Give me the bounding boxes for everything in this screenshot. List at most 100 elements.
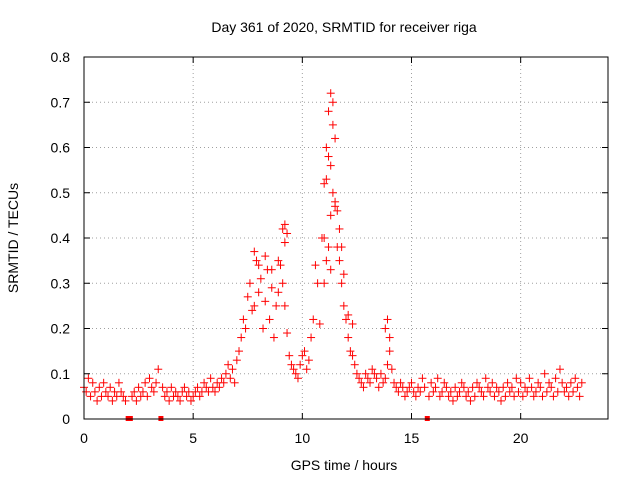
data-point [147,383,156,392]
data-point [575,392,584,401]
x-tick-label: 10 [295,430,311,446]
data-point [278,224,287,233]
data-point [250,247,259,256]
data-point [448,396,457,405]
y-tick-label: 0.4 [51,230,71,246]
data-point [433,374,442,383]
data-point [274,256,283,265]
data-point [453,392,462,401]
y-tick-label: 0.8 [51,49,71,65]
data-point [88,378,97,387]
y-tick-label: 0.2 [51,321,71,337]
data-point [444,392,453,401]
data-point [320,234,329,242]
y-tick-label: 0.5 [51,185,71,201]
data-point [457,378,466,387]
data-point [165,396,174,405]
data-point [114,378,123,387]
data-point [499,383,508,392]
data-point [352,369,361,378]
data-point [512,374,521,383]
data-point [217,374,226,383]
data-point [328,98,337,107]
data-point [366,378,375,387]
data-point [245,279,254,288]
data-point [387,365,396,374]
data-point [418,374,427,383]
data-point [385,347,394,356]
data-point [394,387,403,396]
data-point [479,392,488,401]
data-point [320,279,329,288]
data-point [477,387,486,396]
data-point [130,387,139,396]
data-point [534,378,543,387]
data-point [383,315,392,324]
data-point [396,378,405,387]
data-point [160,392,169,401]
data-point [248,306,257,315]
data-point [339,270,348,279]
data-point [326,265,335,274]
data-point [424,392,433,401]
data-point [411,392,420,401]
data-point [569,387,578,396]
data-point [573,383,582,392]
data-point [117,387,126,396]
data-point [400,392,409,401]
data-point [346,347,355,356]
data-point [152,378,161,387]
data-point [300,347,309,356]
data-point [99,378,108,387]
data-point [104,392,113,401]
data-point [540,369,549,378]
data-point [372,374,381,383]
data-point [121,396,130,405]
data-point [259,324,268,333]
data-point [339,301,348,310]
gridlines [84,57,608,419]
y-axis-title: SRMTID / TECUs [5,183,21,293]
data-point [173,392,182,401]
data-point [326,89,335,98]
data-point [326,161,335,170]
data-point [348,351,357,360]
data-point [562,383,571,392]
data-point [145,374,154,383]
data-point [446,387,455,396]
data-point [531,387,540,396]
data-point [455,387,464,396]
data-point [483,383,492,392]
data-point [335,256,344,265]
data-point [481,374,490,383]
data-point [383,360,392,369]
data-point [462,392,471,401]
data-point [326,211,335,220]
data-point [84,374,93,383]
data-point [551,374,560,383]
data-point [335,224,344,233]
data-point [304,356,313,365]
data-point [344,310,353,319]
data-point [206,374,215,383]
data-point [431,383,440,392]
data-point [237,333,246,342]
data-point [333,206,342,215]
y-tick-label: 0.1 [51,366,71,382]
data-point [407,378,416,387]
data-point [254,261,263,270]
x-tick-label: 0 [80,430,88,446]
data-point [143,392,152,401]
data-point [261,252,270,261]
data-point [322,175,331,184]
data-point [525,374,534,383]
data-point [363,374,372,383]
data-point [501,392,510,401]
data-point [331,202,340,211]
data-point [261,297,270,306]
data-point [385,333,394,342]
data-point [228,365,237,374]
data-point [442,383,451,392]
